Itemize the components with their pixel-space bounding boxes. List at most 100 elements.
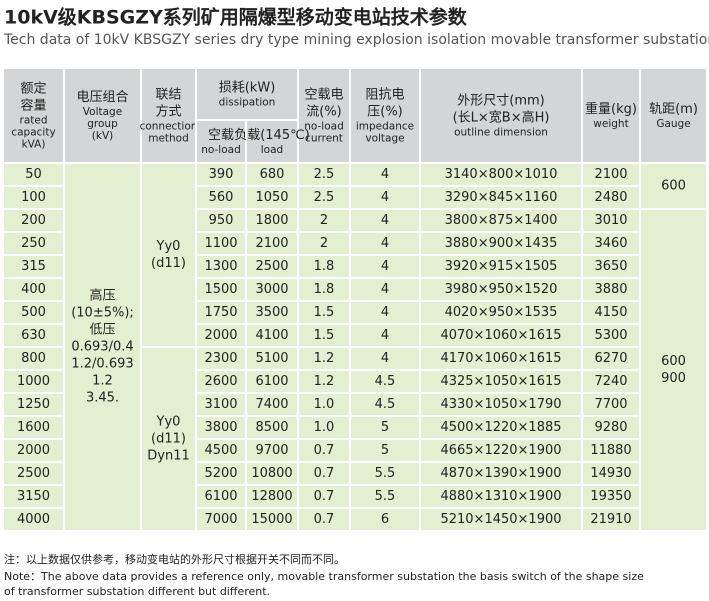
table-cell: 1.5 — [314, 328, 335, 343]
cell — [195, 119, 247, 164]
table-cell: 3800×875×1400 — [445, 213, 558, 228]
table-cell: 21910 — [590, 512, 631, 527]
cell — [245, 119, 299, 164]
table-cell: 4000 — [17, 512, 50, 527]
table-cell: 7240 — [594, 374, 627, 389]
table-cell: 1.5 — [314, 305, 335, 320]
header-cell: (kV) — [92, 130, 113, 142]
header-cell: 轨距(m) — [649, 102, 698, 117]
merged-cell: (d11) — [151, 432, 186, 447]
table-cell: 1050 — [255, 190, 288, 205]
table-cell: 630 — [21, 328, 46, 343]
table-cell: 4330×1050×1790 — [440, 397, 561, 412]
header-cell: dissipation — [219, 97, 276, 109]
merged-cell: (d11) — [151, 256, 186, 271]
table-cell: 2 — [320, 236, 328, 251]
table-cell: 100 — [21, 190, 46, 205]
merged-cell: Yy0 — [156, 415, 181, 430]
table-cell: 3880 — [594, 282, 627, 297]
table-cell: 1600 — [17, 420, 50, 435]
header-cell: weight — [593, 118, 628, 130]
table-cell: 2480 — [594, 190, 627, 205]
table-cell: 3980×950×1520 — [445, 282, 558, 297]
table-cell: 8500 — [255, 420, 288, 435]
table-cell: 315 — [21, 259, 46, 274]
header-cell: 联结 — [155, 88, 181, 103]
header-cell: 电压组合 — [76, 90, 128, 105]
table-cell: 1800 — [255, 213, 288, 228]
header-cell: 阻抗电 — [365, 88, 404, 103]
table-cell: 2500 — [255, 259, 288, 274]
header-cell: Voltage — [83, 106, 122, 118]
table-cell: 9280 — [594, 420, 627, 435]
cell — [639, 208, 708, 532]
table-cell: 4 — [381, 236, 389, 251]
table-cell: 2.5 — [314, 167, 335, 182]
table-cell: 3010 — [594, 213, 627, 228]
table-cell: 4.5 — [375, 397, 396, 412]
table-cell: 11880 — [590, 443, 631, 458]
table-cell: 0.7 — [314, 512, 335, 527]
merged-cell: 1.2 — [92, 374, 113, 389]
table-cell: 4325×1050×1615 — [440, 374, 561, 389]
header-cell: group — [87, 118, 118, 130]
merged-cell: 600 — [661, 179, 686, 194]
table-cell: 4500×1220×1885 — [440, 420, 561, 435]
table-cell: 200 — [21, 213, 46, 228]
header-cell: 外形尺寸(mm) — [457, 94, 544, 109]
header-cell: 方式 — [155, 104, 181, 120]
table-cell: 950 — [209, 213, 234, 228]
table-cell: 1.2 — [314, 351, 335, 366]
cell — [63, 162, 142, 532]
header-cell: impedance — [356, 121, 414, 133]
table-cell: 2000 — [204, 328, 237, 343]
table-cell: 4.5 — [375, 374, 396, 389]
table-cell: 2 — [320, 213, 328, 228]
table-cell: 1750 — [204, 305, 237, 320]
table-cell: 390 — [209, 167, 234, 182]
table-cell: 1.8 — [314, 282, 335, 297]
header-cell: current — [305, 133, 343, 145]
table-cell: 6270 — [594, 351, 627, 366]
table-cell: 4100 — [255, 328, 288, 343]
table-cell: 2600 — [204, 374, 237, 389]
header-cell: 负载(145℃) — [234, 128, 310, 143]
table-cell: 14930 — [590, 466, 631, 481]
table-cell: 4070×1060×1615 — [440, 328, 561, 343]
table-cell: 15000 — [251, 512, 292, 527]
table-cell: 50 — [25, 167, 42, 182]
header-cell: rated — [20, 115, 48, 127]
cell — [140, 162, 197, 348]
header-cell: 重量(kg) — [585, 101, 637, 117]
merged-cell: 3.45. — [86, 391, 119, 406]
table-cell: 3000 — [255, 282, 288, 297]
cell — [639, 67, 708, 164]
table-cell: 4 — [381, 282, 389, 297]
table-cell: 4 — [381, 305, 389, 320]
table-cell: 5.5 — [375, 489, 396, 504]
header-cell: no-load — [304, 121, 344, 133]
table-cell: 3880×900×1435 — [445, 236, 558, 251]
table-cell: 4 — [381, 213, 389, 228]
cell — [63, 67, 142, 164]
merged-cell: 0.693/0.4 — [71, 340, 133, 355]
table-cell: 4 — [381, 328, 389, 343]
cell — [140, 346, 197, 532]
table-cell: 0.7 — [314, 466, 335, 481]
merged-cell: 低压 — [89, 323, 115, 338]
table-cell: 800 — [21, 351, 46, 366]
table-cell: 6 — [381, 512, 389, 527]
table-cell: 4150 — [594, 305, 627, 320]
table-cell: 6100 — [204, 489, 237, 504]
table-cell: 4 — [381, 190, 389, 205]
table-cell: 500 — [21, 305, 46, 320]
table-cell: 4020×950×1535 — [445, 305, 558, 320]
table-cell: 5 — [381, 443, 389, 458]
table-cell: 4 — [381, 259, 389, 274]
table-cell: 0.7 — [314, 443, 335, 458]
header-cell: 额定 — [20, 82, 46, 97]
table-cell: 5 — [381, 420, 389, 435]
table-cell: 7400 — [255, 397, 288, 412]
table-cell: 250 — [21, 236, 46, 251]
